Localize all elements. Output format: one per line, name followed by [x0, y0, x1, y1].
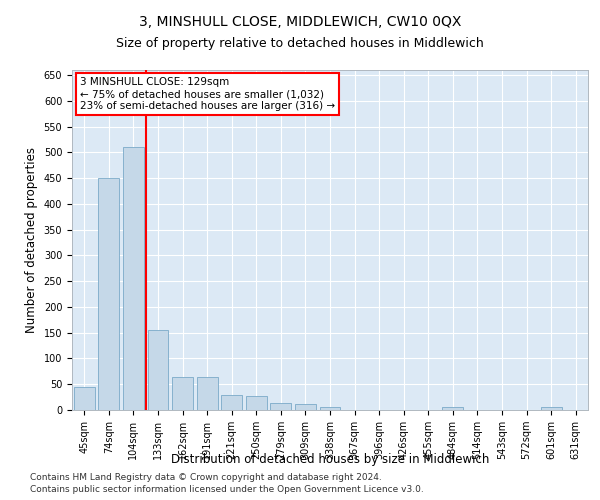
Text: Size of property relative to detached houses in Middlewich: Size of property relative to detached ho…: [116, 38, 484, 51]
Bar: [541, 408, 562, 410]
Bar: [123, 148, 144, 410]
Text: Contains HM Land Registry data © Crown copyright and database right 2024.: Contains HM Land Registry data © Crown c…: [30, 472, 382, 482]
Text: 3 MINSHULL CLOSE: 129sqm
← 75% of detached houses are smaller (1,032)
23% of sem: 3 MINSHULL CLOSE: 129sqm ← 75% of detach…: [80, 78, 335, 110]
Bar: [74, 387, 95, 410]
Bar: [172, 376, 193, 410]
Bar: [98, 178, 119, 410]
Bar: [246, 396, 267, 410]
Bar: [320, 408, 340, 410]
Text: 3, MINSHULL CLOSE, MIDDLEWICH, CW10 0QX: 3, MINSHULL CLOSE, MIDDLEWICH, CW10 0QX: [139, 15, 461, 29]
Bar: [442, 408, 463, 410]
Bar: [148, 330, 169, 410]
Bar: [271, 403, 292, 410]
Y-axis label: Number of detached properties: Number of detached properties: [25, 147, 38, 333]
Text: Contains public sector information licensed under the Open Government Licence v3: Contains public sector information licen…: [30, 485, 424, 494]
Bar: [221, 394, 242, 410]
Bar: [295, 404, 316, 410]
Bar: [197, 376, 218, 410]
Text: Distribution of detached houses by size in Middlewich: Distribution of detached houses by size …: [171, 452, 489, 466]
